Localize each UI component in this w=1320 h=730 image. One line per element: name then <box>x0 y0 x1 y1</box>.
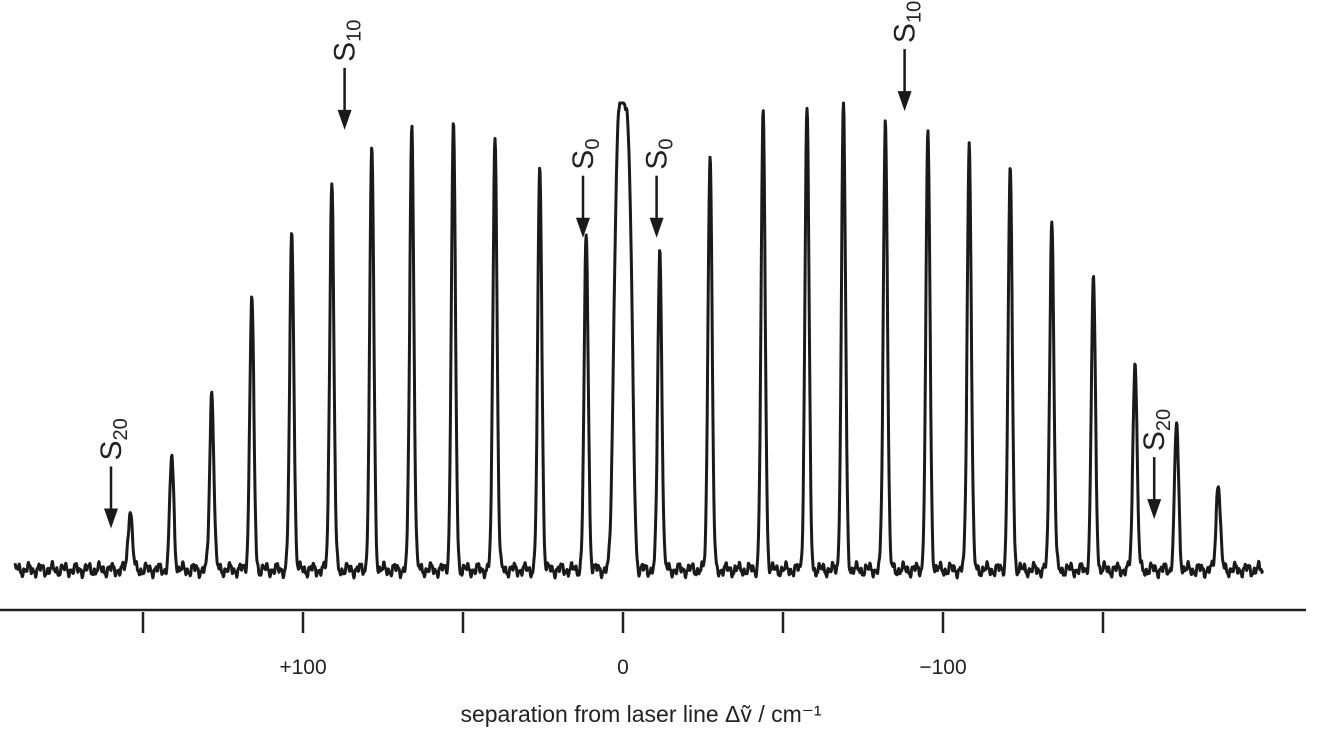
annotation-label: S20 <box>1138 409 1175 451</box>
x-tick-label: +100 <box>279 656 326 679</box>
x-tick-label: −100 <box>919 656 966 679</box>
annotation-symbol: S <box>95 440 128 460</box>
annotation-arrow-head <box>649 217 664 238</box>
annotation-subscript: 10 <box>344 20 366 42</box>
annotation-symbol: S <box>1138 431 1171 451</box>
annotation-text: S0 <box>567 139 604 170</box>
annotation-symbol: S <box>889 23 922 43</box>
spectrum-series <box>13 101 1264 580</box>
annotation-text: S20 <box>95 418 132 460</box>
annotation-arrow-head <box>1147 499 1162 520</box>
annotation-arrow-head <box>104 508 118 529</box>
annotation-label: S10 <box>329 20 366 62</box>
annotation-arrow-head <box>337 109 352 130</box>
spectrum-trace <box>13 101 1264 580</box>
annotation-subscript: 20 <box>110 418 132 440</box>
annotation-label: S20 <box>95 418 132 460</box>
annotation-symbol: S <box>641 150 674 170</box>
annotation-text: S10 <box>329 20 366 62</box>
annotation-label: S0 <box>641 139 678 170</box>
annotation-arrow-head <box>576 217 590 238</box>
annotation-arrow-head <box>897 91 912 112</box>
annotation-subscript: 10 <box>904 1 926 23</box>
x-axis-title: separation from laser line Δṽ / cm⁻¹ <box>460 701 821 727</box>
annotation-text: S20 <box>1138 409 1175 451</box>
annotation-label: S0 <box>567 139 604 170</box>
annotation-label: S10 <box>889 1 926 43</box>
annotation-subscript: 20 <box>1153 409 1175 431</box>
x-tick-label: 0 <box>617 656 629 679</box>
annotation-subscript: 0 <box>582 139 604 150</box>
x-axis-ticks: +100 0 −100 <box>141 612 1105 679</box>
annotation-text: S0 <box>641 139 678 170</box>
annotation-text: S10 <box>889 1 926 43</box>
annotation-symbol: S <box>329 42 362 62</box>
annotation-subscript: 0 <box>656 139 678 150</box>
annotation-symbol: S <box>567 150 600 170</box>
